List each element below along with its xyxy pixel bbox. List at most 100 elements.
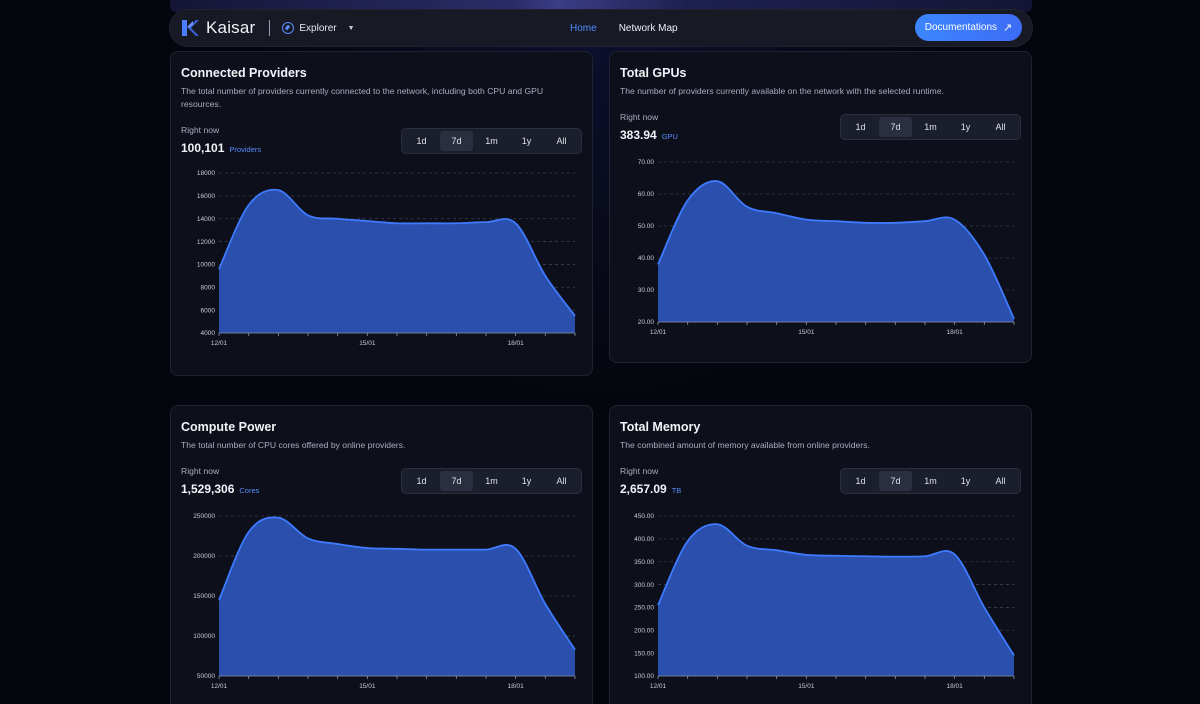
range-all[interactable]: All — [995, 122, 1006, 132]
range-7d[interactable]: 7d — [440, 471, 473, 491]
card-compute-power: Compute Power The total number of CPU co… — [170, 405, 593, 704]
y-tick-label: 250000 — [193, 513, 215, 520]
range-7d[interactable]: 7d — [879, 117, 912, 137]
top-navbar: Kaisar Explorer ▼ Home Network Map Docum… — [170, 10, 1032, 46]
range-1d[interactable]: 1d — [855, 476, 866, 486]
card-total-gpus: Total GPUs The number of providers curre… — [609, 51, 1032, 363]
series-line — [218, 188, 576, 317]
y-tick-label: 30.00 — [638, 287, 655, 294]
card-title: Total Memory — [620, 420, 701, 434]
y-tick-label: 150000 — [193, 593, 215, 600]
right-now-label: Right now — [181, 125, 220, 135]
x-tick-label: 15/01 — [798, 329, 815, 336]
y-tick-label: 18000 — [197, 170, 215, 177]
series-area — [219, 189, 575, 333]
card-title: Connected Providers — [181, 66, 307, 80]
range-1m[interactable]: 1m — [924, 122, 937, 132]
series-area — [658, 181, 1014, 322]
current-value-number: 2,657.09 — [620, 482, 667, 496]
x-tick-label: 15/01 — [359, 683, 376, 690]
compass-icon — [282, 22, 295, 34]
card-title: Total GPUs — [620, 66, 687, 80]
current-value: 100,101 Providers — [181, 141, 261, 155]
y-tick-label: 10000 — [197, 262, 215, 269]
series-line — [218, 516, 576, 651]
range-all[interactable]: All — [556, 136, 567, 146]
y-tick-label: 150.00 — [634, 650, 654, 657]
range-selector: 1d 7d 1m 1y All — [840, 468, 1021, 494]
current-value-unit: Cores — [239, 486, 260, 495]
card-total-memory: Total Memory The combined amount of memo… — [609, 405, 1032, 704]
card-description: The total number of providers currently … — [181, 86, 544, 109]
range-1y[interactable]: 1y — [960, 476, 971, 486]
current-value-number: 383.94 — [620, 128, 657, 142]
y-tick-label: 70.00 — [638, 159, 655, 166]
explorer-label: Explorer — [299, 22, 337, 34]
card-title: Compute Power — [181, 420, 277, 434]
arrow-up-right-icon: ↗ — [1003, 22, 1013, 34]
range-selector: 1d 7d 1m 1y All — [401, 468, 582, 494]
range-7d[interactable]: 7d — [440, 131, 473, 151]
range-1m[interactable]: 1m — [485, 476, 498, 486]
x-tick-label: 12/01 — [211, 683, 228, 690]
series-line — [657, 523, 1015, 656]
range-1y[interactable]: 1y — [960, 122, 971, 132]
y-tick-label: 350.00 — [634, 559, 654, 566]
card-description: The number of providers currently availa… — [620, 86, 944, 96]
range-7d[interactable]: 7d — [879, 471, 912, 491]
y-tick-label: 4000 — [201, 330, 216, 337]
nav-link-network-map[interactable]: Network Map — [618, 22, 678, 34]
x-tick-label: 18/01 — [508, 340, 525, 347]
y-tick-label: 50000 — [197, 673, 215, 680]
brand-divider — [269, 20, 271, 36]
right-now-label: Right now — [620, 112, 659, 122]
current-value: 383.94 GPU — [620, 128, 678, 142]
range-1d[interactable]: 1d — [416, 476, 427, 486]
y-tick-label: 250.00 — [634, 605, 654, 612]
documentations-label: Documentations — [924, 22, 998, 33]
nav-link-home[interactable]: Home — [570, 22, 597, 34]
x-tick-label: 18/01 — [947, 329, 964, 336]
kaisar-logo-icon — [182, 20, 199, 36]
series-line — [657, 180, 1015, 320]
compute-power-chart: 250000 200000 150000 100000 50000 12/01 15/01 1… — [193, 513, 576, 690]
card-description: The total number of CPU cores offered by… — [181, 440, 406, 450]
y-tick-label: 100.00 — [634, 673, 654, 680]
x-tick-label: 12/01 — [650, 329, 667, 336]
range-all[interactable]: All — [995, 476, 1006, 486]
chevron-down-icon: ▼ — [347, 24, 355, 32]
y-tick-label: 200000 — [193, 553, 215, 560]
x-tick-label: 18/01 — [947, 683, 964, 690]
y-tick-label: 12000 — [197, 239, 215, 246]
range-1y[interactable]: 1y — [521, 136, 532, 146]
range-selector: 1d 7d 1m 1y All — [401, 128, 582, 154]
right-now-label: Right now — [181, 466, 220, 476]
y-tick-label: 20.00 — [638, 319, 655, 326]
current-value-unit: Providers — [229, 145, 262, 154]
range-1m[interactable]: 1m — [924, 476, 937, 486]
current-value-unit: GPU — [661, 132, 678, 141]
documentations-button[interactable]: Documentations ↗ — [915, 14, 1022, 41]
range-1d[interactable]: 1d — [855, 122, 866, 132]
range-all[interactable]: All — [556, 476, 567, 486]
y-tick-label: 100000 — [193, 633, 215, 640]
connected-providers-chart: 18000 16000 14000 12000 10000 8000 6000 4000 12/… — [197, 170, 576, 347]
range-1y[interactable]: 1y — [521, 476, 532, 486]
y-tick-label: 6000 — [201, 307, 216, 314]
y-tick-label: 300.00 — [634, 582, 654, 589]
brand-name: Kaisar — [206, 18, 256, 37]
brand[interactable]: Kaisar Explorer ▼ — [180, 18, 355, 38]
x-tick-label: 18/01 — [508, 683, 525, 690]
total-memory-chart: 450.00 400.00 350.00 300.00 250.00 200.00 150.… — [634, 513, 1015, 690]
y-tick-label: 450.00 — [634, 513, 654, 520]
y-tick-label: 50.00 — [638, 223, 655, 230]
current-value-number: 1,529,306 — [181, 482, 235, 496]
range-1d[interactable]: 1d — [416, 136, 427, 146]
card-description: The combined amount of memory available … — [620, 440, 870, 450]
range-1m[interactable]: 1m — [485, 136, 498, 146]
nav-links: Home Network Map — [570, 10, 678, 46]
explorer-dropdown[interactable]: Explorer ▼ — [282, 22, 355, 34]
right-now-label: Right now — [620, 466, 659, 476]
y-tick-label: 16000 — [197, 193, 215, 200]
